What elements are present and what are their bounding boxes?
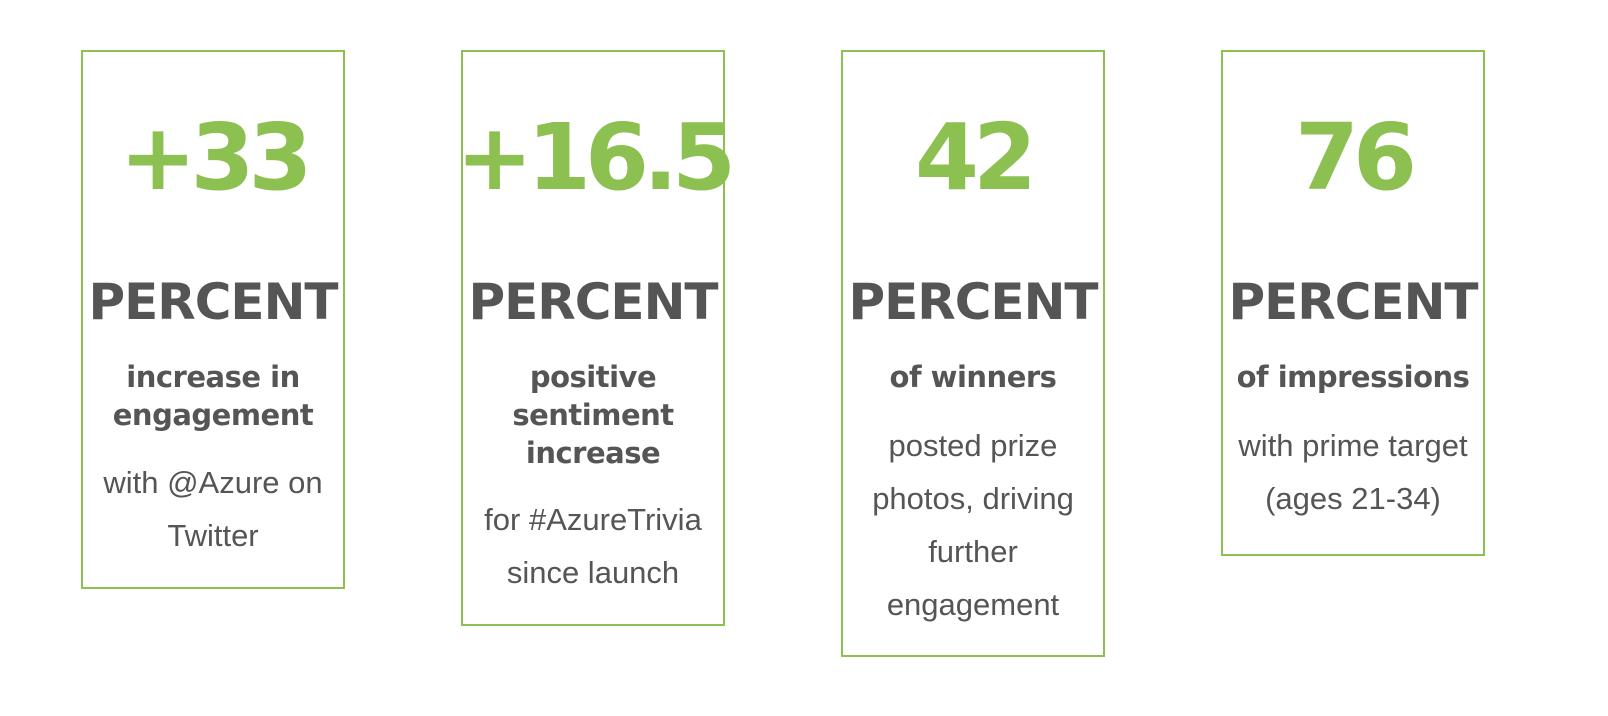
stat-description: for #AzureTrivia since launch (484, 502, 702, 590)
stat-description: with @Azure on Twitter (103, 465, 323, 553)
stat-card-winners: 42 PERCENT of winners posted prize photo… (841, 50, 1105, 657)
stat-description: with prime target (ages 21-34) (1238, 428, 1468, 516)
stat-headline: increase in engagement (112, 360, 314, 432)
stat-unit: PERCENT (1228, 273, 1478, 331)
stat-number: 42 (914, 104, 1037, 211)
stat-number: +16.5 (455, 104, 736, 211)
stat-number: +33 (119, 104, 312, 211)
stat-unit: PERCENT (848, 273, 1098, 331)
stat-card-impressions: 76 PERCENT of impressions with prime tar… (1221, 50, 1485, 556)
stat-unit: PERCENT (88, 273, 338, 331)
stat-headline: of winners (889, 360, 1057, 394)
stat-number: 76 (1294, 104, 1417, 211)
stat-unit: PERCENT (468, 273, 718, 331)
stat-headline: of impressions (1236, 360, 1470, 394)
stat-card-engagement: +33 PERCENT increase in engagement with … (81, 50, 345, 589)
stat-description: posted prize photos, driving further eng… (872, 428, 1074, 622)
stat-card-sentiment: +16.5 PERCENT positive sentiment increas… (456, 50, 736, 626)
stat-headline: positive sentiment increase (512, 360, 674, 470)
